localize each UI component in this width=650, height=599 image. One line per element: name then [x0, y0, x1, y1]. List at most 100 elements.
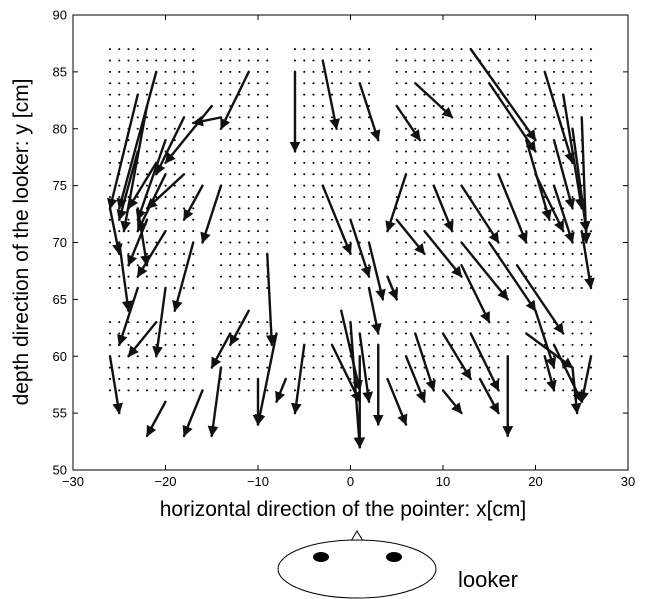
sample-dot — [192, 207, 195, 210]
sample-dot — [127, 104, 130, 108]
sample-dot — [173, 377, 176, 381]
sample-dot — [118, 59, 121, 62]
sample-dot — [423, 207, 426, 210]
sample-dot — [469, 207, 472, 210]
sample-dot — [358, 264, 361, 267]
sample-dot — [256, 275, 260, 278]
sample-dot — [192, 218, 195, 221]
sample-dot — [414, 139, 417, 142]
sample-dot — [506, 82, 509, 85]
sample-dot — [562, 241, 565, 244]
sample-dot — [506, 48, 509, 51]
sample-dot — [330, 389, 334, 392]
sample-dot — [488, 377, 491, 381]
sample-dot — [441, 355, 445, 358]
sample-dot — [118, 286, 121, 290]
sample-dot — [367, 195, 371, 199]
sample-dot — [192, 377, 195, 381]
sample-dot — [562, 286, 565, 290]
sample-dot — [552, 195, 556, 199]
sample-dot — [441, 195, 445, 199]
sample-dot — [108, 389, 112, 392]
sample-dot — [525, 104, 528, 108]
sample-dot — [589, 343, 593, 346]
sample-dot — [182, 286, 186, 290]
sample-dot — [219, 264, 223, 267]
sample-dot — [460, 332, 463, 335]
sample-dot — [414, 116, 417, 119]
sample-dot — [432, 70, 435, 73]
sample-dot — [127, 275, 130, 278]
sample-dot — [136, 127, 139, 130]
sample-dot — [358, 104, 361, 108]
sample-dot — [478, 116, 482, 119]
sample-dot — [488, 252, 491, 255]
sample-dot — [321, 150, 324, 153]
sample-dot — [127, 286, 130, 290]
sample-dot — [155, 332, 158, 335]
sample-dot — [441, 218, 445, 221]
sample-dot — [589, 104, 593, 108]
sample-dot — [534, 286, 537, 290]
sample-dot — [173, 59, 176, 62]
sample-dot — [506, 70, 509, 73]
sample-dot — [534, 207, 537, 210]
sample-dot — [182, 264, 186, 267]
sample-dot — [497, 195, 500, 199]
sample-dot — [562, 139, 565, 142]
sample-dot — [321, 70, 324, 73]
sample-dot — [478, 127, 482, 130]
sample-dot — [478, 207, 482, 210]
sample-dot — [118, 264, 121, 267]
sample-dot — [525, 343, 528, 346]
sample-dot — [367, 264, 371, 267]
sample-dot — [395, 70, 398, 73]
sample-dot — [192, 48, 195, 51]
sample-dot — [432, 286, 435, 290]
sample-dot — [571, 264, 574, 267]
sample-dot — [478, 93, 482, 96]
sample-dot — [349, 275, 352, 278]
vector-arrow — [207, 366, 223, 438]
vector-arrow — [136, 207, 151, 267]
sample-dot — [451, 377, 454, 381]
sample-dot — [155, 127, 158, 130]
sample-dot — [256, 343, 260, 346]
sample-dot — [238, 286, 241, 290]
sample-dot — [478, 195, 482, 199]
vector-arrow — [367, 286, 382, 335]
sample-dot — [321, 161, 324, 164]
sample-dot — [321, 366, 324, 369]
sample-dot — [497, 161, 500, 164]
sample-dot — [136, 252, 139, 255]
sample-dot — [247, 389, 250, 392]
sample-dot — [229, 59, 232, 62]
sample-dot — [395, 332, 398, 335]
sample-dot — [432, 93, 435, 96]
sample-dot — [155, 93, 158, 96]
sample-dot — [469, 389, 472, 392]
sample-dot — [340, 59, 343, 62]
sample-dot — [367, 139, 371, 142]
sample-dot — [497, 343, 500, 346]
sample-dot — [460, 252, 463, 255]
sample-dot — [118, 116, 121, 119]
sample-dot — [256, 70, 260, 73]
vector-arrow — [358, 332, 374, 403]
sample-dot — [414, 127, 417, 130]
sample-dot — [349, 161, 352, 164]
sample-dot — [229, 264, 232, 267]
sample-dot — [488, 173, 491, 176]
vector-arrow — [135, 138, 167, 221]
sample-dot — [451, 252, 454, 255]
sample-dot — [451, 218, 454, 221]
sample-dot — [340, 343, 343, 346]
sample-dot — [460, 127, 463, 130]
sample-dot — [441, 241, 445, 244]
sample-dot — [118, 321, 121, 324]
sample-dot — [293, 207, 297, 210]
sample-dot — [247, 343, 250, 346]
sample-dot — [534, 377, 537, 381]
vector-arrow — [562, 93, 586, 210]
sample-dot — [367, 230, 371, 233]
